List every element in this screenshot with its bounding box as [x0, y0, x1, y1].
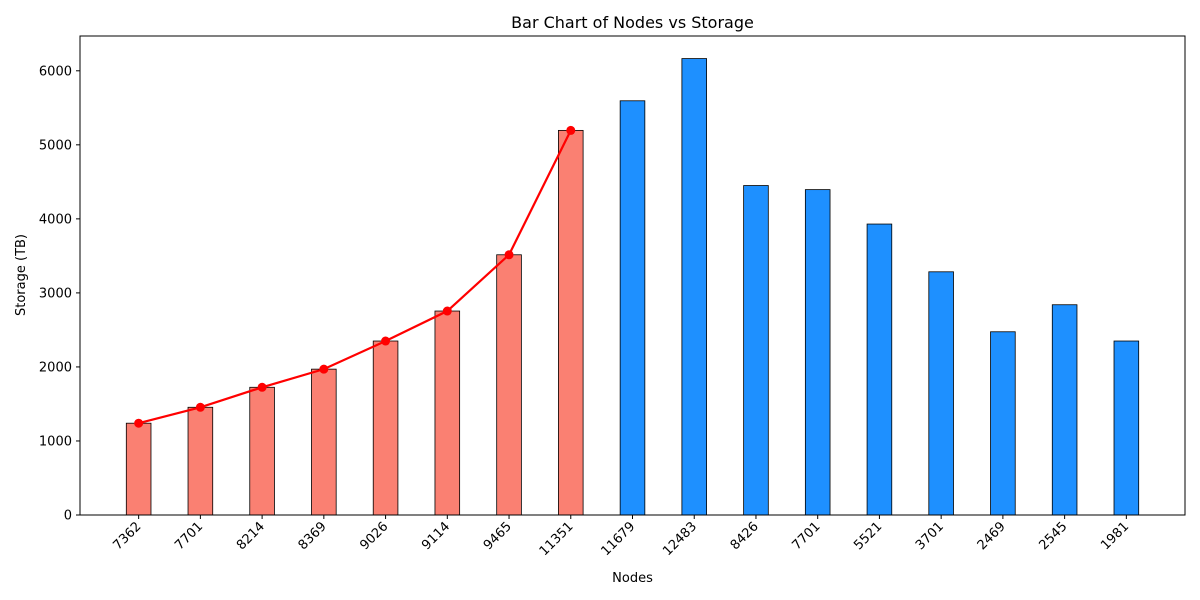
x-tick-label-13: 3701	[913, 519, 947, 553]
bar-9	[681, 58, 707, 516]
x-tick-label-11: 7701	[790, 519, 824, 553]
x-tick-label-8: 11679	[598, 519, 638, 559]
trend-point-5	[442, 306, 452, 316]
y-tick-label-6: 6000	[39, 64, 72, 79]
trend-point-7	[566, 125, 576, 135]
x-tick-label-5: 9114	[419, 519, 453, 553]
trend-point-4	[381, 336, 391, 346]
bar-6	[496, 254, 522, 516]
bar-0	[125, 422, 152, 516]
bar-12	[866, 223, 893, 516]
line-layer	[134, 125, 576, 428]
trend-point-1	[195, 402, 205, 412]
x-tick-label-7: 11351	[537, 519, 577, 559]
y-tick-label-5: 5000	[39, 138, 72, 153]
bar-11	[804, 189, 831, 516]
bar-16	[1113, 340, 1140, 516]
x-tick-label-14: 2469	[975, 519, 1009, 553]
x-tick-label-4: 9026	[357, 519, 391, 553]
trend-point-0	[134, 418, 144, 428]
bars-layer	[125, 58, 1140, 516]
x-tick-label-12: 5521	[851, 519, 885, 553]
bar-7	[558, 129, 584, 516]
bar-10	[743, 185, 769, 516]
bar-1	[187, 406, 214, 516]
x-tick-label-16: 1981	[1098, 519, 1132, 553]
bar-15	[1051, 304, 1078, 516]
x-tick-label-9: 12483	[660, 519, 700, 559]
x-tick-label-10: 8426	[728, 519, 762, 553]
x-tick-label-0: 7362	[110, 519, 144, 553]
x-tick-label-2: 8214	[234, 519, 268, 553]
bar-8	[619, 100, 646, 516]
bar-4	[372, 340, 399, 516]
bar-3	[311, 368, 337, 516]
bar-5	[434, 310, 461, 516]
x-tick-label-6: 9465	[481, 519, 515, 553]
trend-point-6	[504, 250, 514, 260]
x-tick-label-3: 8369	[296, 519, 330, 553]
x-tick-label-15: 2545	[1036, 519, 1070, 553]
x-tick-label-1: 7701	[172, 519, 206, 553]
y-tick-label-4: 4000	[39, 212, 72, 227]
trend-point-2	[257, 382, 267, 392]
trend-point-3	[319, 364, 329, 374]
x-axis-label: Nodes	[612, 571, 653, 586]
chart-title: Bar Chart of Nodes vs Storage	[511, 13, 754, 32]
bar-14	[990, 331, 1016, 516]
trend-line	[138, 129, 572, 425]
y-tick-label-3: 3000	[39, 286, 72, 301]
y-tick-label-0: 0	[64, 509, 72, 524]
y-tick-label-2: 2000	[39, 360, 72, 375]
y-tick-label-1: 1000	[39, 434, 72, 449]
y-axis-label: Storage (TB)	[14, 234, 29, 316]
bar-2	[249, 386, 275, 516]
bar-13	[928, 271, 954, 516]
